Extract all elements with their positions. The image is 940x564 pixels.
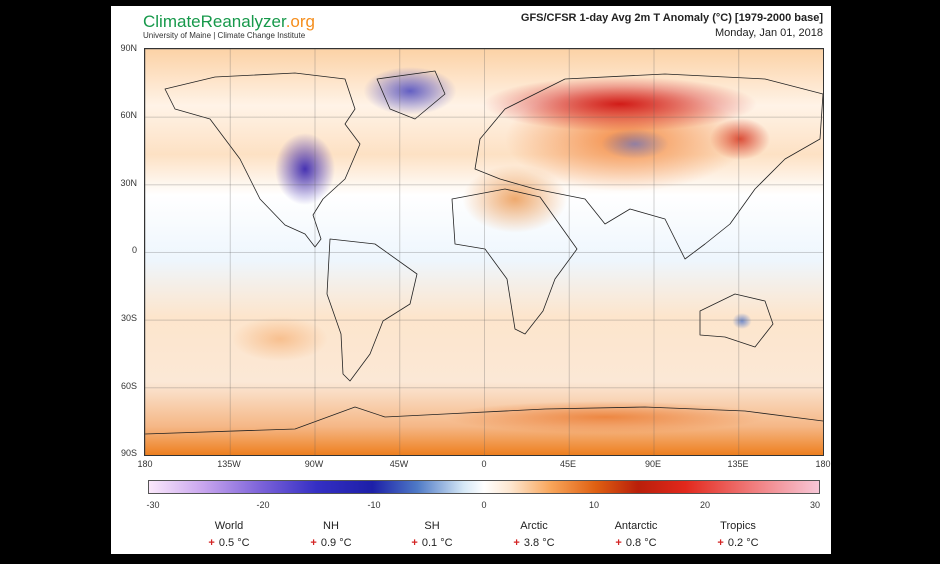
lon-label: 45E [559,459,576,469]
graticule [145,49,823,455]
stat-world: World +0.5 °C [184,520,274,549]
stat-name: NH [323,520,339,532]
brand-tld: .org [285,12,315,31]
figure-panel: ClimateReanalyzer.org University of Main… [111,6,831,554]
plus-icon: + [615,537,622,549]
stat-antarctic: Antarctic +0.8 °C [591,520,681,549]
stat-arctic: Arctic +3.8 °C [489,520,579,549]
stat-name: Arctic [520,520,548,532]
colorbar [148,480,820,494]
cold-anomaly-layer [145,49,823,455]
antarctica-outline [145,406,823,435]
plus-icon: + [513,537,520,549]
stat-nh: NH +0.9 °C [286,520,376,549]
lon-label: 45W [389,459,409,469]
colorbar-tick: 30 [809,500,820,510]
colorbar-tick: -10 [367,500,381,510]
stat-value: 0.5 °C [218,537,250,549]
eurasia-outline [474,73,823,260]
stat-value: 0.8 °C [625,537,657,549]
plus-icon: + [717,537,724,549]
stat-name: World [214,520,244,532]
north-america-outline [164,72,361,248]
stat-name: Tropics [720,520,756,532]
lat-label: 60N [120,110,137,120]
lon-label: 90E [644,459,661,469]
plus-icon: + [411,537,418,549]
anomaly-map [144,48,824,456]
map-title: GFS/CFSR 1-day Avg 2m T Anomaly (°C) [19… [520,12,823,24]
south-america-outline [326,238,418,382]
lat-label: 0 [131,245,137,255]
greenland-outline [376,70,446,120]
stat-value-row: +0.2 °C [693,537,783,549]
stat-name: SH [424,520,440,532]
stat-value-row: +0.8 °C [591,537,681,549]
lon-label: 0 [481,459,487,469]
lat-label: 30N [120,178,137,188]
plus-icon: + [310,537,317,549]
lat-label: 60S [120,381,137,391]
stat-value: 0.9 °C [320,537,352,549]
brand-climate: Climate [143,12,201,31]
stat-value: 0.1 °C [421,537,453,549]
lat-label: 90S [120,448,137,458]
brand-reanalyzer: Reanalyzer [200,12,286,31]
map-date: Monday, Jan 01, 2018 [714,27,823,39]
lon-label: 180 [137,459,153,469]
stat-sh: SH +0.1 °C [387,520,477,549]
lon-label: 135E [727,459,749,469]
stat-value-row: +0.9 °C [286,537,376,549]
africa-outline [451,188,578,335]
site-subtitle: University of Maine | Climate Change Ins… [143,31,306,40]
lon-label: 135W [217,459,241,469]
stat-value: 3.8 °C [523,537,555,549]
stat-name: Antarctic [614,520,658,532]
stat-tropics: Tropics +0.2 °C [693,520,783,549]
colorbar-tick: 0 [481,500,487,510]
coastlines [145,70,823,435]
colorbar-tick: -20 [256,500,270,510]
lat-label: 30S [120,313,137,323]
stat-value-row: +3.8 °C [489,537,579,549]
lon-label: 90W [304,459,324,469]
site-logo[interactable]: ClimateReanalyzer.org [143,12,315,32]
lon-label: 180 [815,459,831,469]
stat-value: 0.2 °C [727,537,759,549]
plus-icon: + [208,537,215,549]
colorbar-tick: 20 [699,500,710,510]
colorbar-tick: -30 [146,500,160,510]
stat-value-row: +0.5 °C [184,537,274,549]
stat-value-row: +0.1 °C [387,537,477,549]
colorbar-tick: 10 [588,500,599,510]
australia-outline [699,293,774,348]
lat-label: 90N [120,43,137,53]
